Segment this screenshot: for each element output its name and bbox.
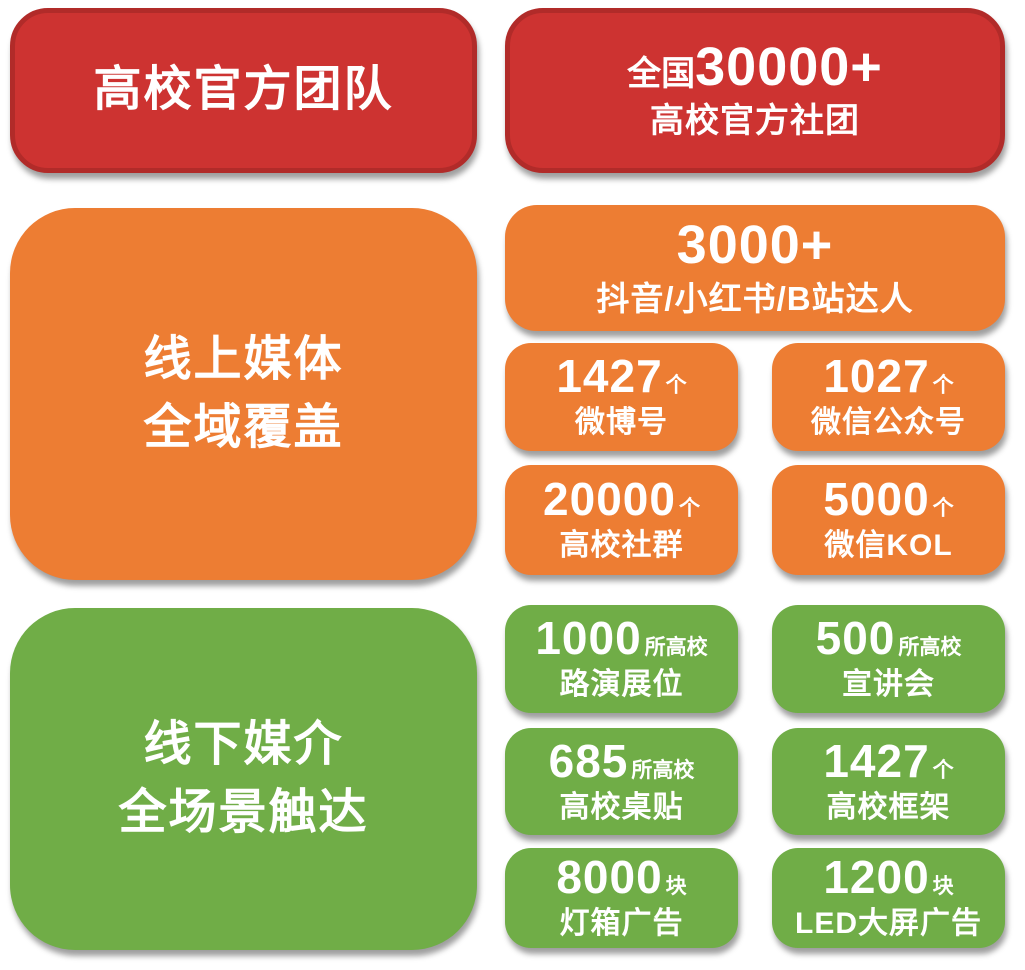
team-stat-card: 全国30000+ 高校官方社团 xyxy=(505,8,1005,173)
campus-groups-value: 20000 xyxy=(543,473,676,526)
roadshow-booths-caption: 路演展位 xyxy=(559,668,684,702)
campus-groups-unit: 个 xyxy=(678,497,700,521)
team-section-title: 高校官方团队 xyxy=(93,63,394,117)
online-section-title-line2: 全域覆盖 xyxy=(143,401,344,454)
info-sessions-number: 500 所高校 xyxy=(816,615,962,661)
info-sessions-value: 500 xyxy=(815,612,896,665)
online-section-label-card: 线上媒体 全域覆盖 xyxy=(10,208,477,580)
wechat-official-accounts-value: 1027 xyxy=(823,350,930,403)
weibo-accounts-number: 1427 个 xyxy=(556,353,686,399)
weibo-accounts-value: 1427 xyxy=(556,350,663,403)
lightbox-ads-value: 8000 xyxy=(556,851,663,904)
weibo-accounts-unit: 个 xyxy=(665,374,687,398)
led-screen-ads-unit: 块 xyxy=(932,875,954,899)
campus-frames-unit: 个 xyxy=(932,758,954,782)
wechat-official-accounts-caption: 微信公众号 xyxy=(811,406,966,440)
desk-stickers-value: 685 xyxy=(548,734,629,787)
wechat-kol-number: 5000 个 xyxy=(823,476,953,522)
roadshow-booths-value: 1000 xyxy=(535,612,642,665)
wechat-kol-caption: 微信KOL xyxy=(824,529,953,563)
online-influencers-card: 3000+ 抖音/小红书/B站达人 xyxy=(505,205,1005,331)
offline-section-title-line1: 线下媒介 xyxy=(143,717,344,771)
roadshow-booths-card: 1000 所高校 路演展位 xyxy=(505,605,738,713)
info-sessions-card: 500 所高校 宣讲会 xyxy=(772,605,1005,713)
online-influencers-caption: 抖音/小红书/B站达人 xyxy=(596,280,914,318)
campus-groups-caption: 高校社群 xyxy=(559,529,684,563)
online-section-title-line1: 线上媒体 xyxy=(143,332,344,386)
led-screen-ads-caption: LED大屏广告 xyxy=(795,907,982,941)
lightbox-ads-caption: 灯箱广告 xyxy=(559,907,684,941)
team-stat-value: 30000+ xyxy=(695,36,883,97)
led-screen-ads-value: 1200 xyxy=(823,851,930,904)
campus-frames-number: 1427 个 xyxy=(823,738,953,784)
offline-section-title-line2: 全场景触达 xyxy=(118,786,369,839)
info-sessions-caption: 宣讲会 xyxy=(842,668,935,702)
campus-frames-caption: 高校框架 xyxy=(826,790,951,824)
weibo-accounts-card: 1427 个 微博号 xyxy=(505,343,738,451)
wechat-official-accounts-card: 1027 个 微信公众号 xyxy=(772,343,1005,451)
campus-groups-card: 20000 个 高校社群 xyxy=(505,465,738,575)
team-stat-line: 全国30000+ xyxy=(627,40,883,94)
wechat-kol-value: 5000 xyxy=(823,473,930,526)
wechat-official-accounts-number: 1027 个 xyxy=(823,353,953,399)
weibo-accounts-caption: 微博号 xyxy=(575,406,668,440)
offline-section-label-card: 线下媒介 全场景触达 xyxy=(10,608,477,950)
team-stat-caption: 高校官方社团 xyxy=(650,101,860,140)
led-screen-ads-number: 1200 块 xyxy=(823,854,953,900)
roadshow-booths-number: 1000 所高校 xyxy=(535,615,707,661)
lightbox-ads-unit: 块 xyxy=(665,875,687,899)
team-stat-prefix: 全国 xyxy=(627,54,696,93)
campus-frames-card: 1427 个 高校框架 xyxy=(772,728,1005,835)
team-section-label-card: 高校官方团队 xyxy=(10,8,477,173)
wechat-kol-unit: 个 xyxy=(932,497,954,521)
desk-stickers-number: 685 所高校 xyxy=(549,738,695,784)
wechat-kol-card: 5000 个 微信KOL xyxy=(772,465,1005,575)
desk-stickers-card: 685 所高校 高校桌贴 xyxy=(505,728,738,835)
online-influencers-value: 3000+ xyxy=(676,215,834,276)
led-screen-ads-card: 1200 块 LED大屏广告 xyxy=(772,848,1005,948)
desk-stickers-unit: 所高校 xyxy=(631,758,695,782)
roadshow-booths-unit: 所高校 xyxy=(644,636,708,660)
campus-frames-value: 1427 xyxy=(823,734,930,787)
lightbox-ads-number: 8000 块 xyxy=(556,854,686,900)
campus-groups-number: 20000 个 xyxy=(543,476,700,522)
wechat-official-accounts-unit: 个 xyxy=(932,374,954,398)
desk-stickers-caption: 高校桌贴 xyxy=(559,790,684,824)
info-sessions-unit: 所高校 xyxy=(898,636,962,660)
lightbox-ads-card: 8000 块 灯箱广告 xyxy=(505,848,738,948)
